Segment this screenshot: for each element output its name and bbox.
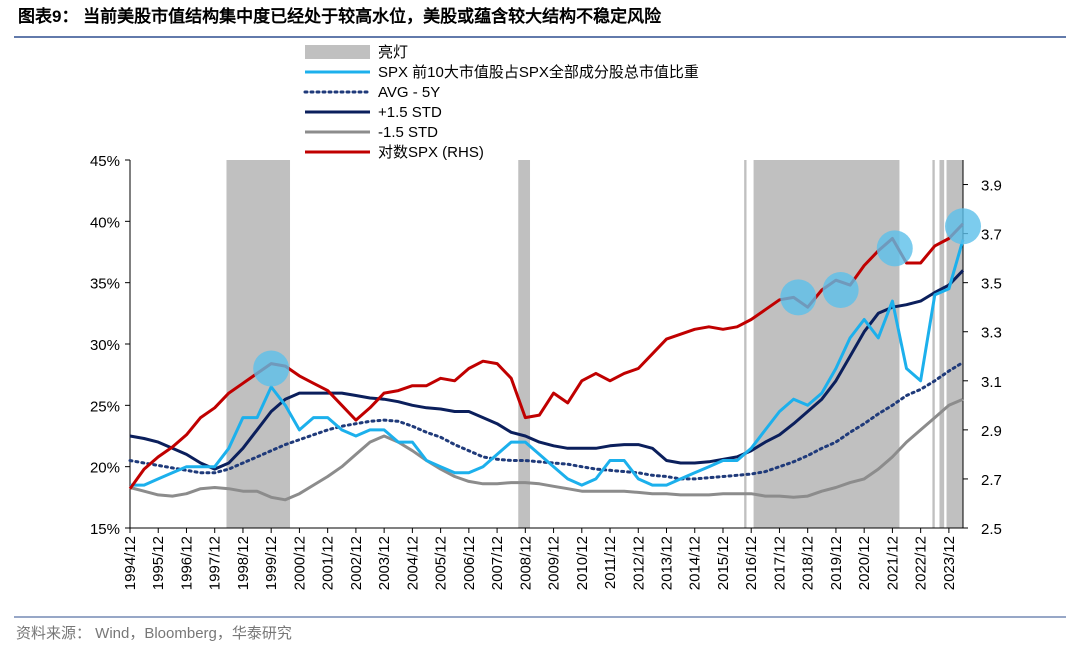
highlight-band <box>226 160 291 528</box>
y-tick-label: 15% <box>90 521 120 538</box>
legend-label: AVG - 5Y <box>378 84 440 101</box>
x-tick-label: 1999/12 <box>263 536 280 590</box>
x-tick-label: 2005/12 <box>433 536 450 590</box>
highlight-band <box>744 160 747 528</box>
legend-swatch <box>305 45 370 59</box>
series-line <box>130 239 965 487</box>
y2-tick-label: 3.1 <box>981 374 1002 391</box>
legend-label: +1.5 STD <box>378 104 442 121</box>
x-tick-label: 2013/12 <box>659 536 676 590</box>
y2-tick-label: 3.7 <box>981 227 1002 244</box>
highlight-band <box>932 160 935 528</box>
legend-label: SPX 前10大市值股占SPX全部成分股总市值比重 <box>378 63 699 81</box>
y2-tick-label: 3.5 <box>981 276 1002 293</box>
x-tick-label: 2004/12 <box>404 536 421 590</box>
x-tick-label: 2010/12 <box>574 536 591 590</box>
x-tick-label: 2006/12 <box>461 536 478 590</box>
y-tick-label: 20% <box>90 460 120 477</box>
highlight-circle <box>945 208 981 245</box>
x-tick-label: 2007/12 <box>489 536 506 590</box>
y-tick-label: 30% <box>90 337 120 354</box>
highlight-circle <box>253 350 290 387</box>
x-tick-label: 2023/12 <box>941 536 958 590</box>
x-tick-label: 2020/12 <box>856 536 873 590</box>
x-tick-label: 2022/12 <box>913 536 930 590</box>
x-tick-label: 2019/12 <box>828 536 845 590</box>
x-tick-label: 2001/12 <box>320 536 337 590</box>
series-line <box>129 269 965 471</box>
y-tick-label: 45% <box>90 153 120 170</box>
x-tick-label: 2011/12 <box>602 536 619 589</box>
y-tick-label: 40% <box>90 214 120 231</box>
legend-label: 亮灯 <box>378 44 408 61</box>
x-tick-label: 2009/12 <box>546 536 563 590</box>
chart-title: 图表9： 当前美股市值结构集中度已经处于较高水位，美股或蕴含较大结构不稳定风险 <box>18 6 662 26</box>
y2-tick-label: 2.9 <box>981 423 1002 440</box>
x-tick-label: 1998/12 <box>235 536 252 590</box>
x-tick-label: 1995/12 <box>150 536 167 590</box>
x-tick-label: 2018/12 <box>800 536 817 590</box>
y2-tick-label: 2.5 <box>981 521 1002 538</box>
x-tick-label: 2008/12 <box>517 536 534 590</box>
y2-tick-label: 2.7 <box>981 472 1002 489</box>
y-tick-label: 25% <box>90 398 120 415</box>
x-tick-label: 2002/12 <box>348 536 365 590</box>
highlight-circle <box>822 272 859 309</box>
y2-tick-label: 3.3 <box>981 325 1002 342</box>
x-tick-label: 2017/12 <box>771 536 788 590</box>
highlight-band <box>939 160 945 528</box>
highlight-circle <box>780 279 817 316</box>
highlight-circle <box>876 230 913 267</box>
legend-label: -1.5 STD <box>378 124 438 141</box>
series-line <box>129 397 964 502</box>
x-tick-label: 1994/12 <box>122 536 139 590</box>
source-note: 资料来源： Wind，Bloomberg，华泰研究 <box>16 625 292 642</box>
x-tick-label: 2003/12 <box>376 536 393 590</box>
highlight-band <box>753 160 900 528</box>
x-tick-label: 2012/12 <box>630 536 647 590</box>
x-tick-label: 1996/12 <box>178 536 195 590</box>
x-tick-label: 2021/12 <box>884 536 901 590</box>
x-tick-label: 2015/12 <box>715 536 732 590</box>
y-tick-label: 35% <box>90 276 120 293</box>
x-tick-label: 2000/12 <box>291 536 308 590</box>
x-tick-label: 1997/12 <box>207 536 224 590</box>
legend-label: 对数SPX (RHS) <box>378 144 484 161</box>
y2-tick-label: 3.9 <box>981 178 1002 195</box>
x-tick-label: 2016/12 <box>743 536 760 590</box>
highlight-band <box>518 160 531 528</box>
x-tick-label: 2014/12 <box>687 536 704 590</box>
